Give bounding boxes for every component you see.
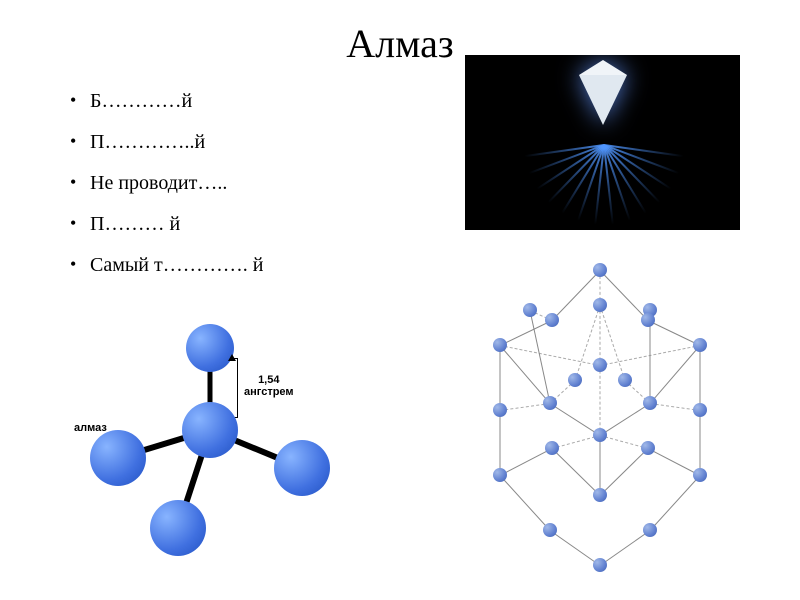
diamond-photo xyxy=(465,55,740,230)
lattice-bond xyxy=(600,530,651,566)
lattice-atom xyxy=(493,468,507,482)
atom-sphere xyxy=(150,500,206,556)
lattice-bond xyxy=(600,306,601,366)
lattice-bond xyxy=(552,270,601,321)
dimension-bracket xyxy=(232,358,238,418)
lattice-atom xyxy=(643,523,657,537)
lattice-atom xyxy=(523,303,537,317)
lattice-atom xyxy=(593,428,607,442)
lattice-atom xyxy=(693,338,707,352)
lattice-atom xyxy=(641,441,655,455)
lattice-bond xyxy=(600,403,651,436)
bullet-item: Не проводит….. xyxy=(70,172,263,195)
atom-sphere xyxy=(182,402,238,458)
lattice-bond xyxy=(550,403,601,436)
lattice-bond xyxy=(700,411,701,476)
diamond-gem-icon xyxy=(579,75,627,125)
bullet-item: Самый т…………. й xyxy=(70,254,263,277)
lattice-atom xyxy=(618,373,632,387)
lattice-atom xyxy=(545,441,559,455)
light-ray xyxy=(603,144,660,203)
crystal-lattice-diagram xyxy=(440,260,750,570)
lattice-atom xyxy=(593,558,607,572)
lattice-atom xyxy=(593,263,607,277)
lattice-bond xyxy=(500,346,501,411)
lattice-atom xyxy=(693,403,707,417)
atom-sphere xyxy=(186,324,234,372)
atom-sphere xyxy=(274,440,330,496)
lattice-atom xyxy=(493,403,507,417)
bullet-item: П…………..й xyxy=(70,131,263,154)
lattice-bond xyxy=(500,320,552,346)
lattice-bond xyxy=(648,448,700,476)
lattice-bond xyxy=(600,366,601,436)
material-label: алмаз xyxy=(74,422,107,434)
lattice-atom xyxy=(493,338,507,352)
lattice-bond xyxy=(550,530,601,566)
light-rays xyxy=(483,145,723,205)
page-title: Алмаз xyxy=(346,20,453,67)
lattice-bond xyxy=(552,448,601,496)
bullet-item: П……… й xyxy=(70,213,263,236)
lattice-bond xyxy=(600,436,601,496)
arrow-icon xyxy=(228,354,236,361)
bullet-ul: Б…………й П…………..й Не проводит….. П……… й Са… xyxy=(70,90,263,277)
distance-label: 1,54 ангстрем xyxy=(244,374,294,398)
lattice-bond xyxy=(650,475,701,531)
lattice-atom xyxy=(545,313,559,327)
lattice-atom xyxy=(543,396,557,410)
tetrahedral-diagram: алмаз 1,54 ангстрем xyxy=(80,330,340,560)
lattice-atom xyxy=(641,313,655,327)
properties-list: Б…………й П…………..й Не проводит….. П……… й Са… xyxy=(70,90,263,295)
lattice-atom xyxy=(543,523,557,537)
atom-sphere xyxy=(90,430,146,486)
lattice-atom xyxy=(593,358,607,372)
light-ray xyxy=(547,144,604,203)
lattice-atom xyxy=(643,396,657,410)
lattice-atom xyxy=(593,298,607,312)
lattice-bond xyxy=(500,448,552,476)
lattice-bond xyxy=(600,448,649,496)
bullet-item: Б…………й xyxy=(70,90,263,113)
lattice-bond xyxy=(500,411,501,476)
lattice-bond xyxy=(600,270,649,321)
lattice-atom xyxy=(568,373,582,387)
lattice-bond xyxy=(500,475,551,531)
lattice-atom xyxy=(593,488,607,502)
lattice-atom xyxy=(693,468,707,482)
lattice-bond xyxy=(700,346,701,411)
